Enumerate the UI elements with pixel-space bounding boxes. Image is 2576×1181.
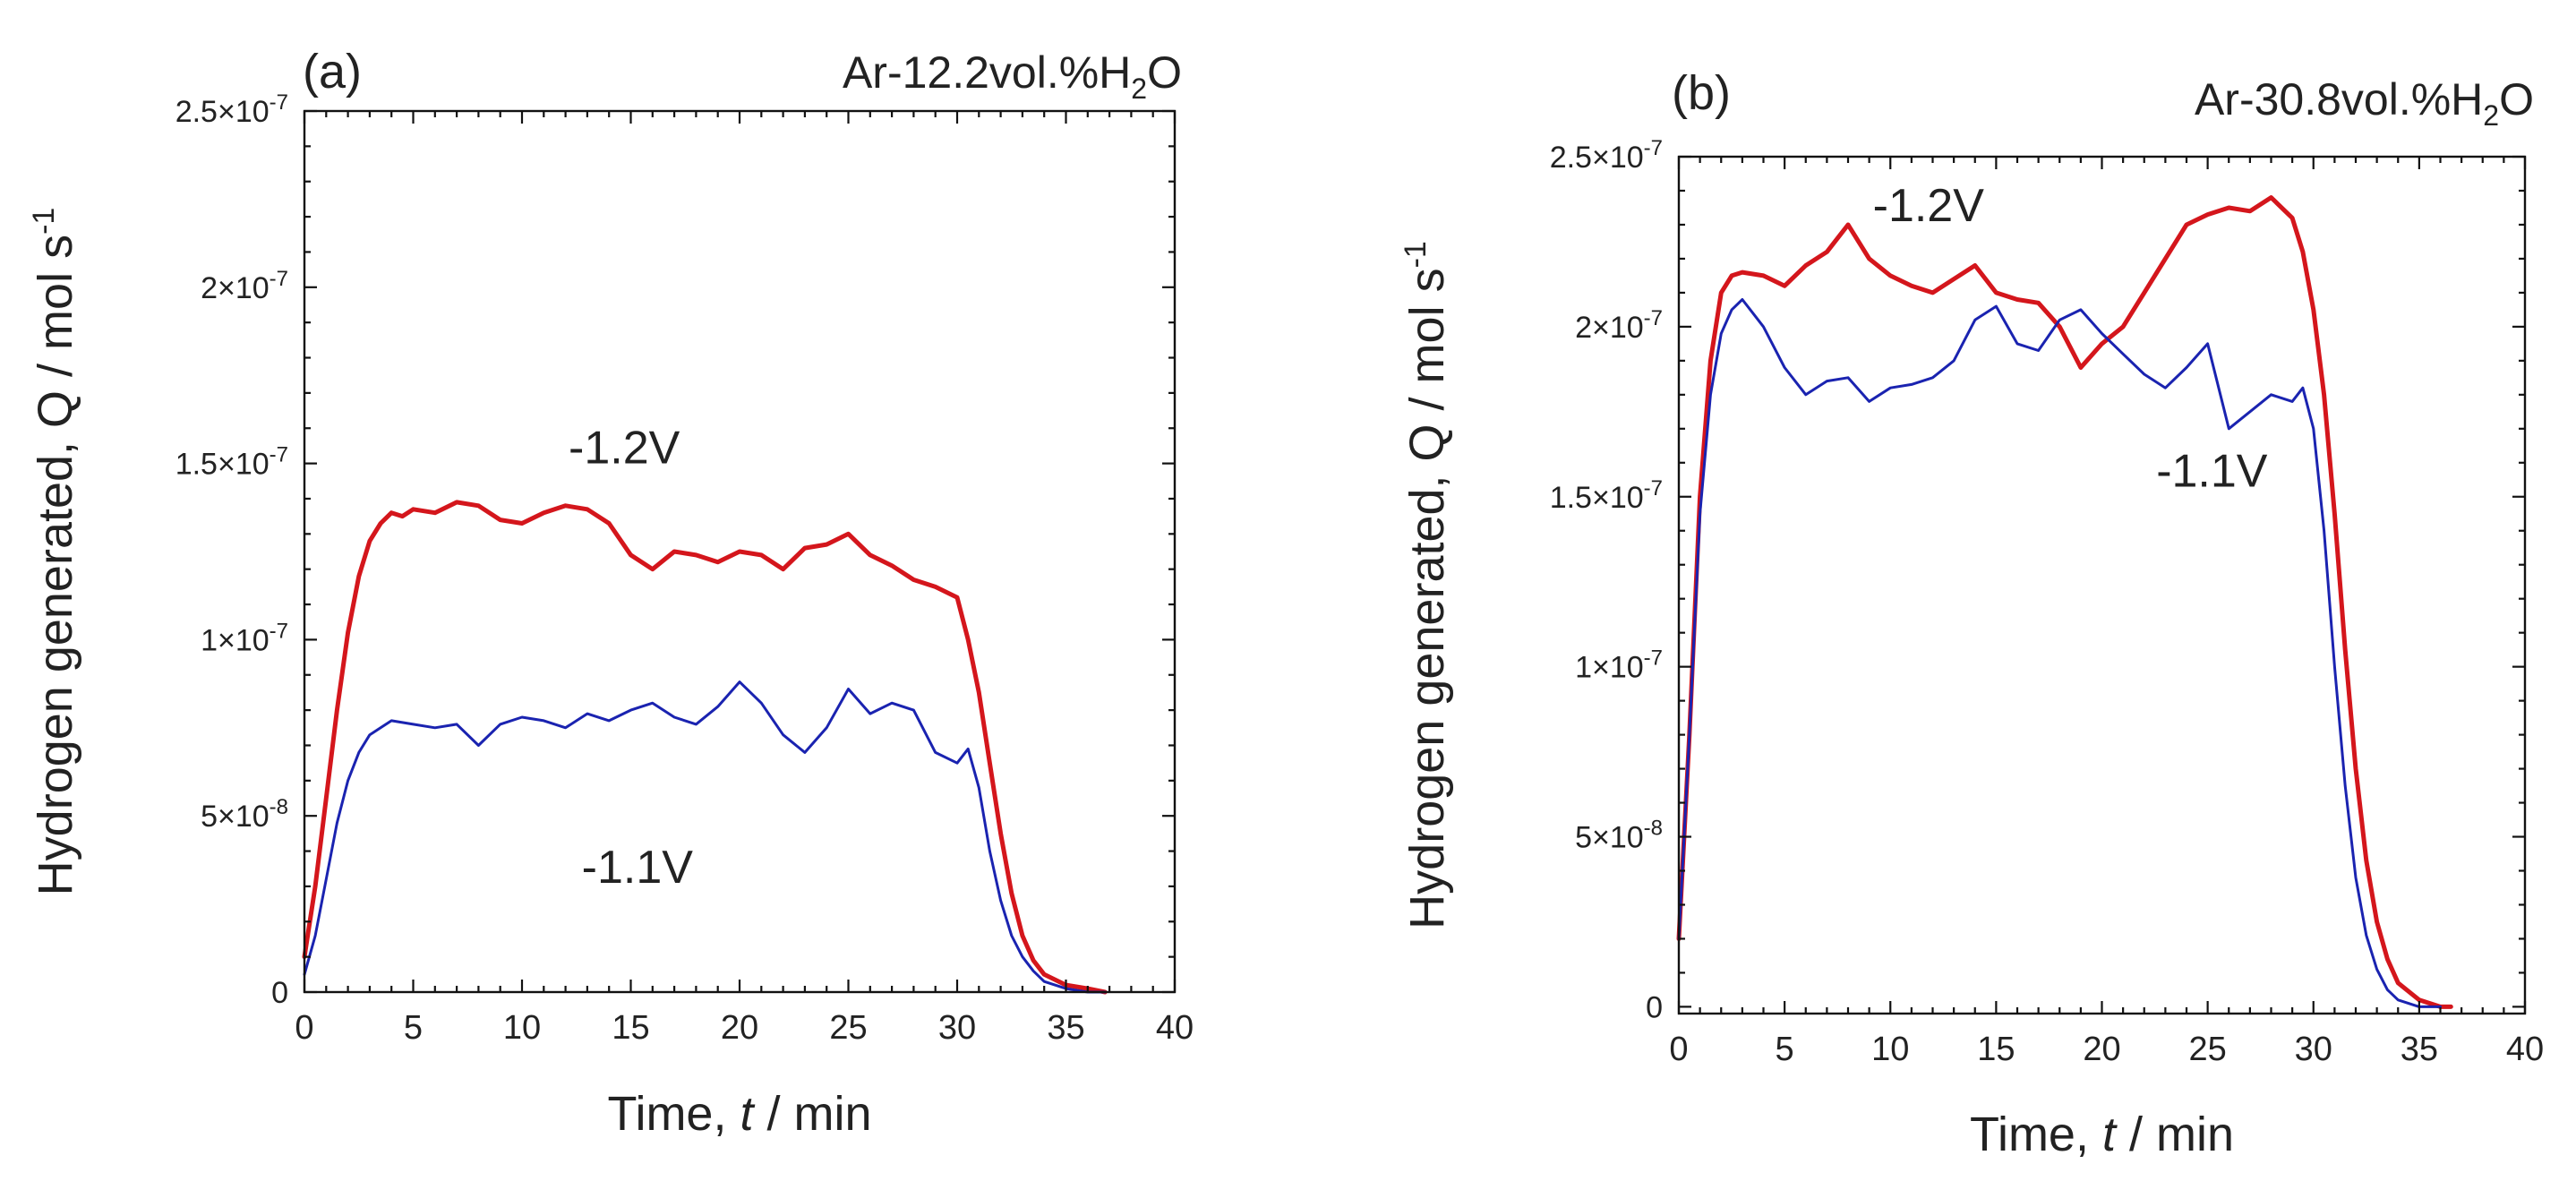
y-tick-label: 1.5×10-7 [1550,476,1663,515]
y-tick-label: 0 [271,976,288,1010]
x-tick-label: 30 [938,1009,976,1047]
y-tick-label: 0 [1646,990,1663,1024]
condition-label: Ar-30.8vol.%H2O [2195,74,2534,132]
y-tick-label: 1.5×10-7 [175,443,288,482]
x-tick-label: 20 [721,1009,758,1047]
x-tick-label: 25 [2188,1031,2226,1068]
y-tick-label: 2.5×10-7 [1550,136,1663,175]
x-tick-label: 10 [1871,1031,1909,1068]
chart-panel-a: 0 5 10 15 20 25 30 35 40 0 5×10-8 1×10-7 1.5×10-7 2×1… [27,45,1194,1141]
x-tick-label: 20 [2083,1031,2120,1068]
x-tick-label: 5 [1776,1031,1794,1068]
y-axis-label: Hydrogen generated, Q / mol s-1 [27,208,82,896]
chart-panel-b: 0 5 10 15 20 25 30 35 40 0 5×10-8 1×10-7 1.5×10-7 2×1… [1399,66,2544,1161]
series-line-12V-panel-a [302,500,1108,995]
series-label-12V: -1.2V [1873,180,1985,232]
condition-label: Ar-12.2vol.%H2O [843,47,1182,105]
y-tick-label: 2×10-7 [201,267,288,305]
series-label-11V: -1.1V [582,842,694,894]
series-label-12V: -1.2V [569,423,680,475]
x-tick-label: 0 [295,1009,313,1047]
x-tick-label: 25 [829,1009,867,1047]
x-tick-label: 0 [1669,1031,1688,1068]
x-tick-label: 40 [1156,1009,1194,1047]
x-tick-label: 15 [1977,1031,2015,1068]
x-tick-label: 15 [612,1009,649,1047]
x-axis-label: Time, t / min [1970,1108,2234,1161]
x-tick-label: 35 [2401,1031,2438,1068]
panel-label: (b) [1672,66,1731,120]
y-tick-label: 5×10-8 [1575,817,1663,855]
series-label-11V: -1.1V [2156,445,2268,497]
y-tick-label: 1×10-7 [1575,646,1663,685]
series-line-11V-panel-b [1677,298,2442,1008]
y-tick-label: 1×10-7 [201,619,288,657]
x-axis-label: Time, t / min [607,1087,871,1141]
x-tick-label: 10 [503,1009,541,1047]
y-tick-label: 5×10-8 [201,795,288,834]
x-tick-label: 35 [1047,1009,1084,1047]
panel-label: (a) [303,45,362,98]
series-line-11V-panel-a [303,680,1107,994]
x-tick-label: 40 [2506,1031,2544,1068]
series-line-12V-panel-b [1676,195,2453,1009]
y-tick-label: 2×10-7 [1575,306,1663,345]
x-tick-label: 5 [404,1009,423,1047]
y-axis-label: Hydrogen generated, Q / mol s-1 [1399,241,1454,929]
y-tick-label: 2.5×10-7 [175,90,288,129]
x-tick-label: 30 [2295,1031,2332,1068]
